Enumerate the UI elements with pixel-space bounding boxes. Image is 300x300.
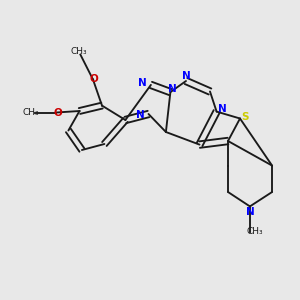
Text: N: N (218, 104, 227, 114)
Text: N: N (138, 78, 147, 88)
Text: O: O (90, 74, 99, 85)
Text: N: N (168, 83, 177, 94)
Text: N: N (245, 207, 254, 217)
Text: N: N (136, 110, 145, 121)
Text: S: S (242, 112, 249, 122)
Text: O: O (53, 107, 62, 118)
Text: CH₃: CH₃ (247, 227, 264, 236)
Text: N: N (182, 70, 190, 81)
Text: CH₃: CH₃ (22, 108, 39, 117)
Text: CH₃: CH₃ (70, 47, 87, 56)
